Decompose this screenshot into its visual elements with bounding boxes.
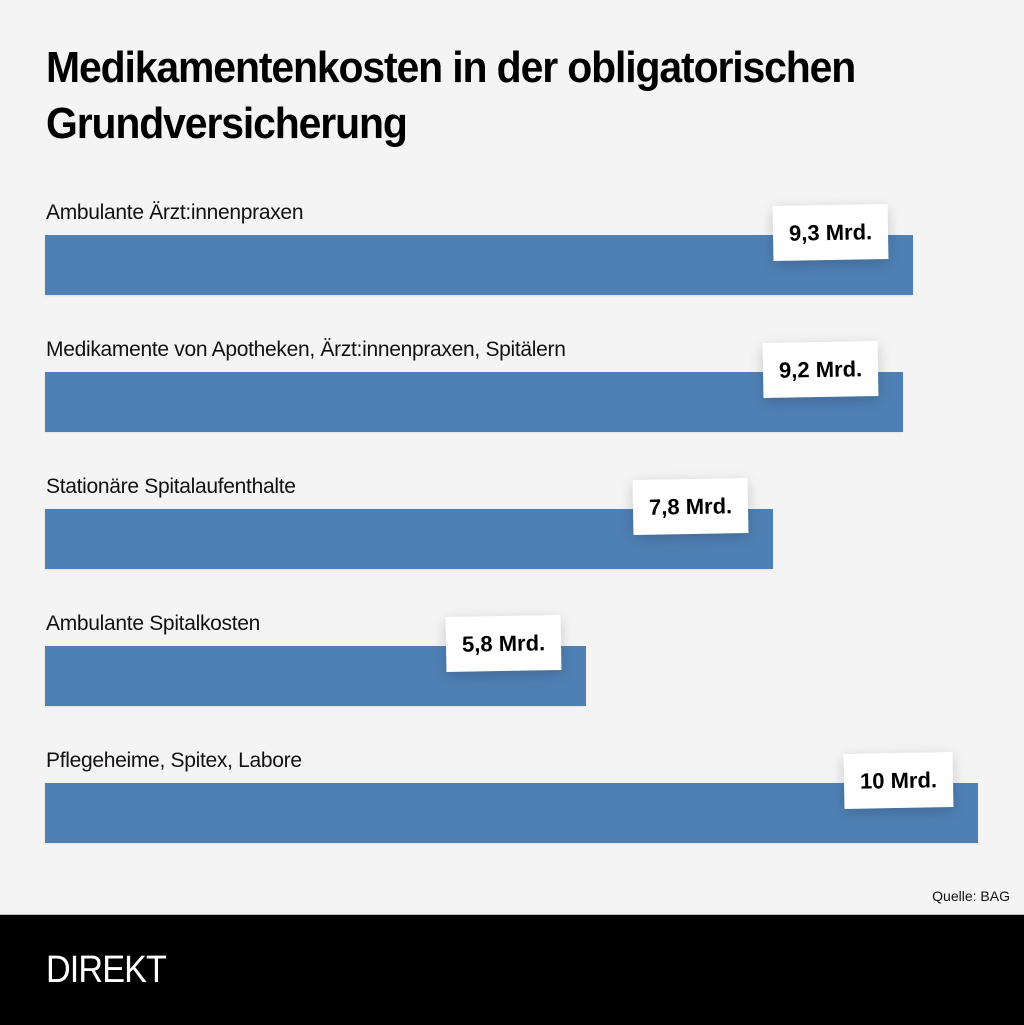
bar xyxy=(45,372,903,432)
source-note: Quelle: BAG xyxy=(932,888,1010,904)
value-label: 5,8 Mrd. xyxy=(445,614,562,673)
bar-chart: Ambulante Ärzt:innenpraxen 9,3 Mrd. Medika… xyxy=(0,201,1024,859)
bar-row: Medikamente von Apotheken, Ärzt:innenpra… xyxy=(0,338,1024,448)
bar-row: Ambulante Ärzt:innenpraxen 9,3 Mrd. xyxy=(0,201,1024,311)
bar-row: Pflegeheime, Spitex, Labore 10 Mrd. xyxy=(0,749,1024,859)
chart-title: Medikamentenkosten in der obligatorische… xyxy=(46,43,856,148)
value-label: 9,3 Mrd. xyxy=(772,203,889,262)
value-label: 10 Mrd. xyxy=(843,752,954,809)
bar xyxy=(45,783,978,843)
category-label: Ambulante Ärzt:innenpraxen xyxy=(46,201,304,224)
bar-row: Ambulante Spitalkosten 5,8 Mrd. xyxy=(0,612,1024,722)
bar xyxy=(45,235,913,295)
category-label: Pflegeheime, Spitex, Labore xyxy=(46,749,302,772)
category-label: Medikamente von Apotheken, Ärzt:innenpra… xyxy=(46,338,566,361)
value-label: 7,8 Mrd. xyxy=(632,477,749,536)
bar-row: Stationäre Spitalaufenthalte 7,8 Mrd. xyxy=(0,475,1024,585)
value-label: 9,2 Mrd. xyxy=(762,340,879,399)
direkt-logo: DIREKT xyxy=(46,949,167,991)
category-label: Ambulante Spitalkosten xyxy=(46,612,261,635)
category-label: Stationäre Spitalaufenthalte xyxy=(46,475,296,498)
footer-bar: DIREKT xyxy=(0,914,1024,1025)
